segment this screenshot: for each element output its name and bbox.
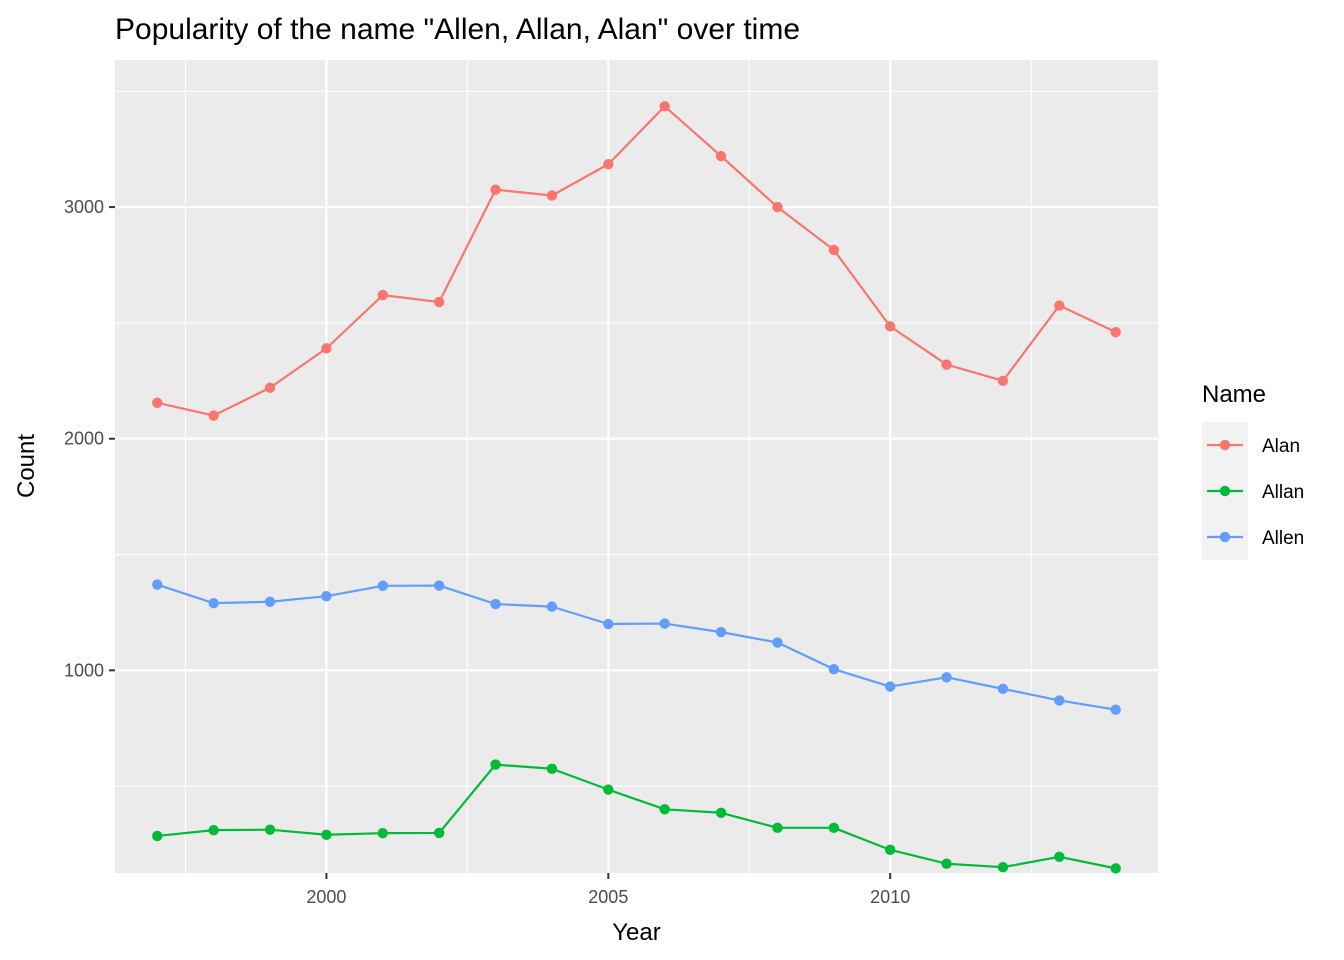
data-point-alan	[772, 201, 783, 213]
data-point-allan	[603, 784, 614, 795]
data-point-allan	[152, 830, 163, 842]
data-point-allan	[941, 858, 952, 869]
legend: Name Alan Allan Allen	[1202, 381, 1304, 560]
data-point-allen	[997, 683, 1009, 695]
legend-key-point	[1219, 439, 1231, 451]
data-point-alan	[152, 397, 163, 409]
y-axis: 1000 2000 3000	[64, 197, 115, 680]
data-point-allan	[1110, 863, 1121, 874]
data-point-allen	[152, 579, 163, 590]
legend-item-allan: Allan	[1202, 468, 1304, 514]
data-point-allen	[433, 580, 445, 591]
data-point-allan	[377, 827, 388, 839]
data-point-alan	[885, 321, 896, 332]
data-point-allan	[546, 763, 558, 774]
data-point-allen	[659, 618, 670, 629]
data-point-allen	[603, 618, 614, 630]
data-point-alan	[264, 382, 276, 393]
legend-label-allan: Allan	[1262, 482, 1304, 503]
y-tick-label: 2000	[64, 429, 104, 449]
data-point-alan	[659, 101, 670, 112]
x-tick-label: 2005	[588, 887, 628, 907]
data-point-allen	[715, 626, 727, 638]
x-axis: 2000 2005 2010	[306, 873, 910, 907]
data-point-allen	[1054, 695, 1065, 706]
series-line-alan	[157, 105, 1117, 417]
data-point-alan	[321, 343, 332, 354]
data-point-alan	[828, 244, 840, 256]
data-point-alan	[1110, 326, 1121, 338]
x-tick-label: 2000	[306, 887, 346, 907]
series-allen	[152, 579, 1121, 715]
y-tick-label: 3000	[64, 197, 104, 217]
data-point-allan	[828, 822, 840, 834]
data-point-alan	[1054, 300, 1065, 311]
data-point-allan	[715, 807, 727, 818]
y-axis-title: Count	[13, 434, 40, 498]
data-point-allen	[546, 601, 558, 612]
legend-item-alan: Alan	[1202, 422, 1300, 468]
data-point-alan	[377, 289, 388, 301]
legend-key-point	[1219, 485, 1231, 497]
data-point-allan	[885, 844, 896, 856]
legend-label-alan: Alan	[1262, 436, 1300, 457]
y-tick-label: 1000	[64, 660, 104, 680]
data-point-alan	[433, 296, 445, 308]
x-axis-title: Year	[612, 919, 661, 946]
series-layer	[152, 101, 1121, 874]
legend-title: Name	[1202, 381, 1266, 408]
data-point-allen	[1110, 704, 1121, 715]
data-point-alan	[941, 359, 952, 370]
data-point-allan	[208, 824, 219, 836]
data-point-alan	[603, 159, 614, 170]
data-point-allen	[490, 598, 501, 610]
data-point-alan	[546, 190, 558, 201]
data-point-alan	[997, 375, 1009, 386]
legend-label-allen: Allen	[1262, 528, 1304, 549]
data-point-alan	[715, 150, 727, 162]
data-point-allan	[321, 829, 332, 840]
data-point-allan	[490, 759, 501, 770]
series-line-allan	[157, 763, 1116, 870]
data-point-allen	[772, 637, 783, 648]
data-point-allan	[659, 804, 670, 815]
data-point-allen	[377, 580, 388, 591]
data-point-alan	[208, 410, 219, 421]
series-alan	[152, 101, 1121, 421]
data-point-allan	[772, 822, 783, 834]
data-point-allan	[264, 824, 276, 835]
chart-title: Popularity of the name "Allen, Allan, Al…	[115, 13, 800, 46]
data-point-allen	[208, 597, 219, 609]
legend-item-allen: Allen	[1202, 514, 1304, 560]
data-point-allen	[941, 672, 952, 683]
data-point-allen	[264, 596, 276, 607]
data-point-allen	[321, 591, 332, 602]
series-allan	[152, 759, 1121, 874]
data-point-allen	[828, 663, 840, 675]
data-point-alan	[490, 184, 501, 195]
data-point-allen	[885, 681, 896, 692]
data-point-allan	[1054, 851, 1065, 862]
data-point-allan	[997, 862, 1009, 873]
plot-panel	[115, 60, 1158, 873]
x-tick-label: 2010	[870, 887, 910, 907]
major-gridlines	[115, 60, 1158, 873]
series-line-allen	[156, 583, 1116, 711]
data-point-allan	[433, 827, 445, 839]
minor-gridlines	[115, 60, 1158, 873]
legend-key-point	[1219, 531, 1231, 543]
